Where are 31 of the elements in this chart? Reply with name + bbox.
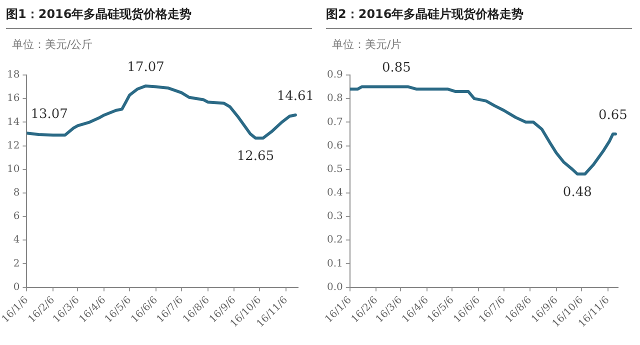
- y-tick-label: 0.3: [326, 211, 343, 222]
- y-tick-label: 4: [13, 234, 20, 246]
- y-tick-label: 14: [6, 116, 20, 128]
- chart-title: 图2：2016年多晶硅片现货价格走势: [326, 6, 632, 29]
- y-tick-label: 8: [13, 188, 20, 199]
- y-tick-label: 0.4: [326, 188, 343, 199]
- y-tick-label: 0.5: [326, 164, 343, 175]
- y-tick-label: 2: [13, 258, 20, 270]
- y-tick-label: 0.8: [326, 93, 343, 104]
- y-tick-label: 10: [6, 164, 20, 175]
- y-tick-label: 0.2: [326, 234, 343, 246]
- y-tick-label: 0.7: [326, 116, 343, 128]
- y-axis-title: 单位：美元/片: [332, 37, 403, 53]
- y-tick-label: 0: [13, 282, 20, 293]
- y-tick-label: 12: [6, 140, 20, 152]
- chart-title: 图1：2016年多晶硅现货价格走势: [6, 6, 312, 29]
- y-tick-label: 18: [6, 70, 20, 81]
- annotation: 0.48: [562, 184, 592, 200]
- y-tick-label: 6: [13, 211, 20, 222]
- y-tick-label: 16: [6, 93, 20, 104]
- annotation: 0.65: [598, 108, 628, 123]
- annotation: 17.07: [127, 60, 164, 75]
- y-tick-label: 0.0: [326, 282, 343, 293]
- y-tick-label: 0.6: [326, 140, 343, 152]
- annotation: 0.85: [382, 60, 411, 76]
- y-tick-label: 0.9: [326, 70, 343, 81]
- y-axis-title: 单位：美元/公斤: [12, 37, 94, 53]
- y-tick-label: 0.1: [326, 258, 343, 270]
- annotation: 14.61: [276, 88, 314, 104]
- annotation: 13.07: [30, 107, 68, 122]
- annotation: 12.65: [236, 148, 274, 164]
